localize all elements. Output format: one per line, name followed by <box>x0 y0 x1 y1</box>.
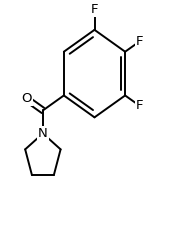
Text: F: F <box>136 99 143 112</box>
Text: F: F <box>136 35 143 48</box>
Text: F: F <box>91 3 98 16</box>
Text: O: O <box>22 92 32 106</box>
Text: N: N <box>38 127 48 140</box>
